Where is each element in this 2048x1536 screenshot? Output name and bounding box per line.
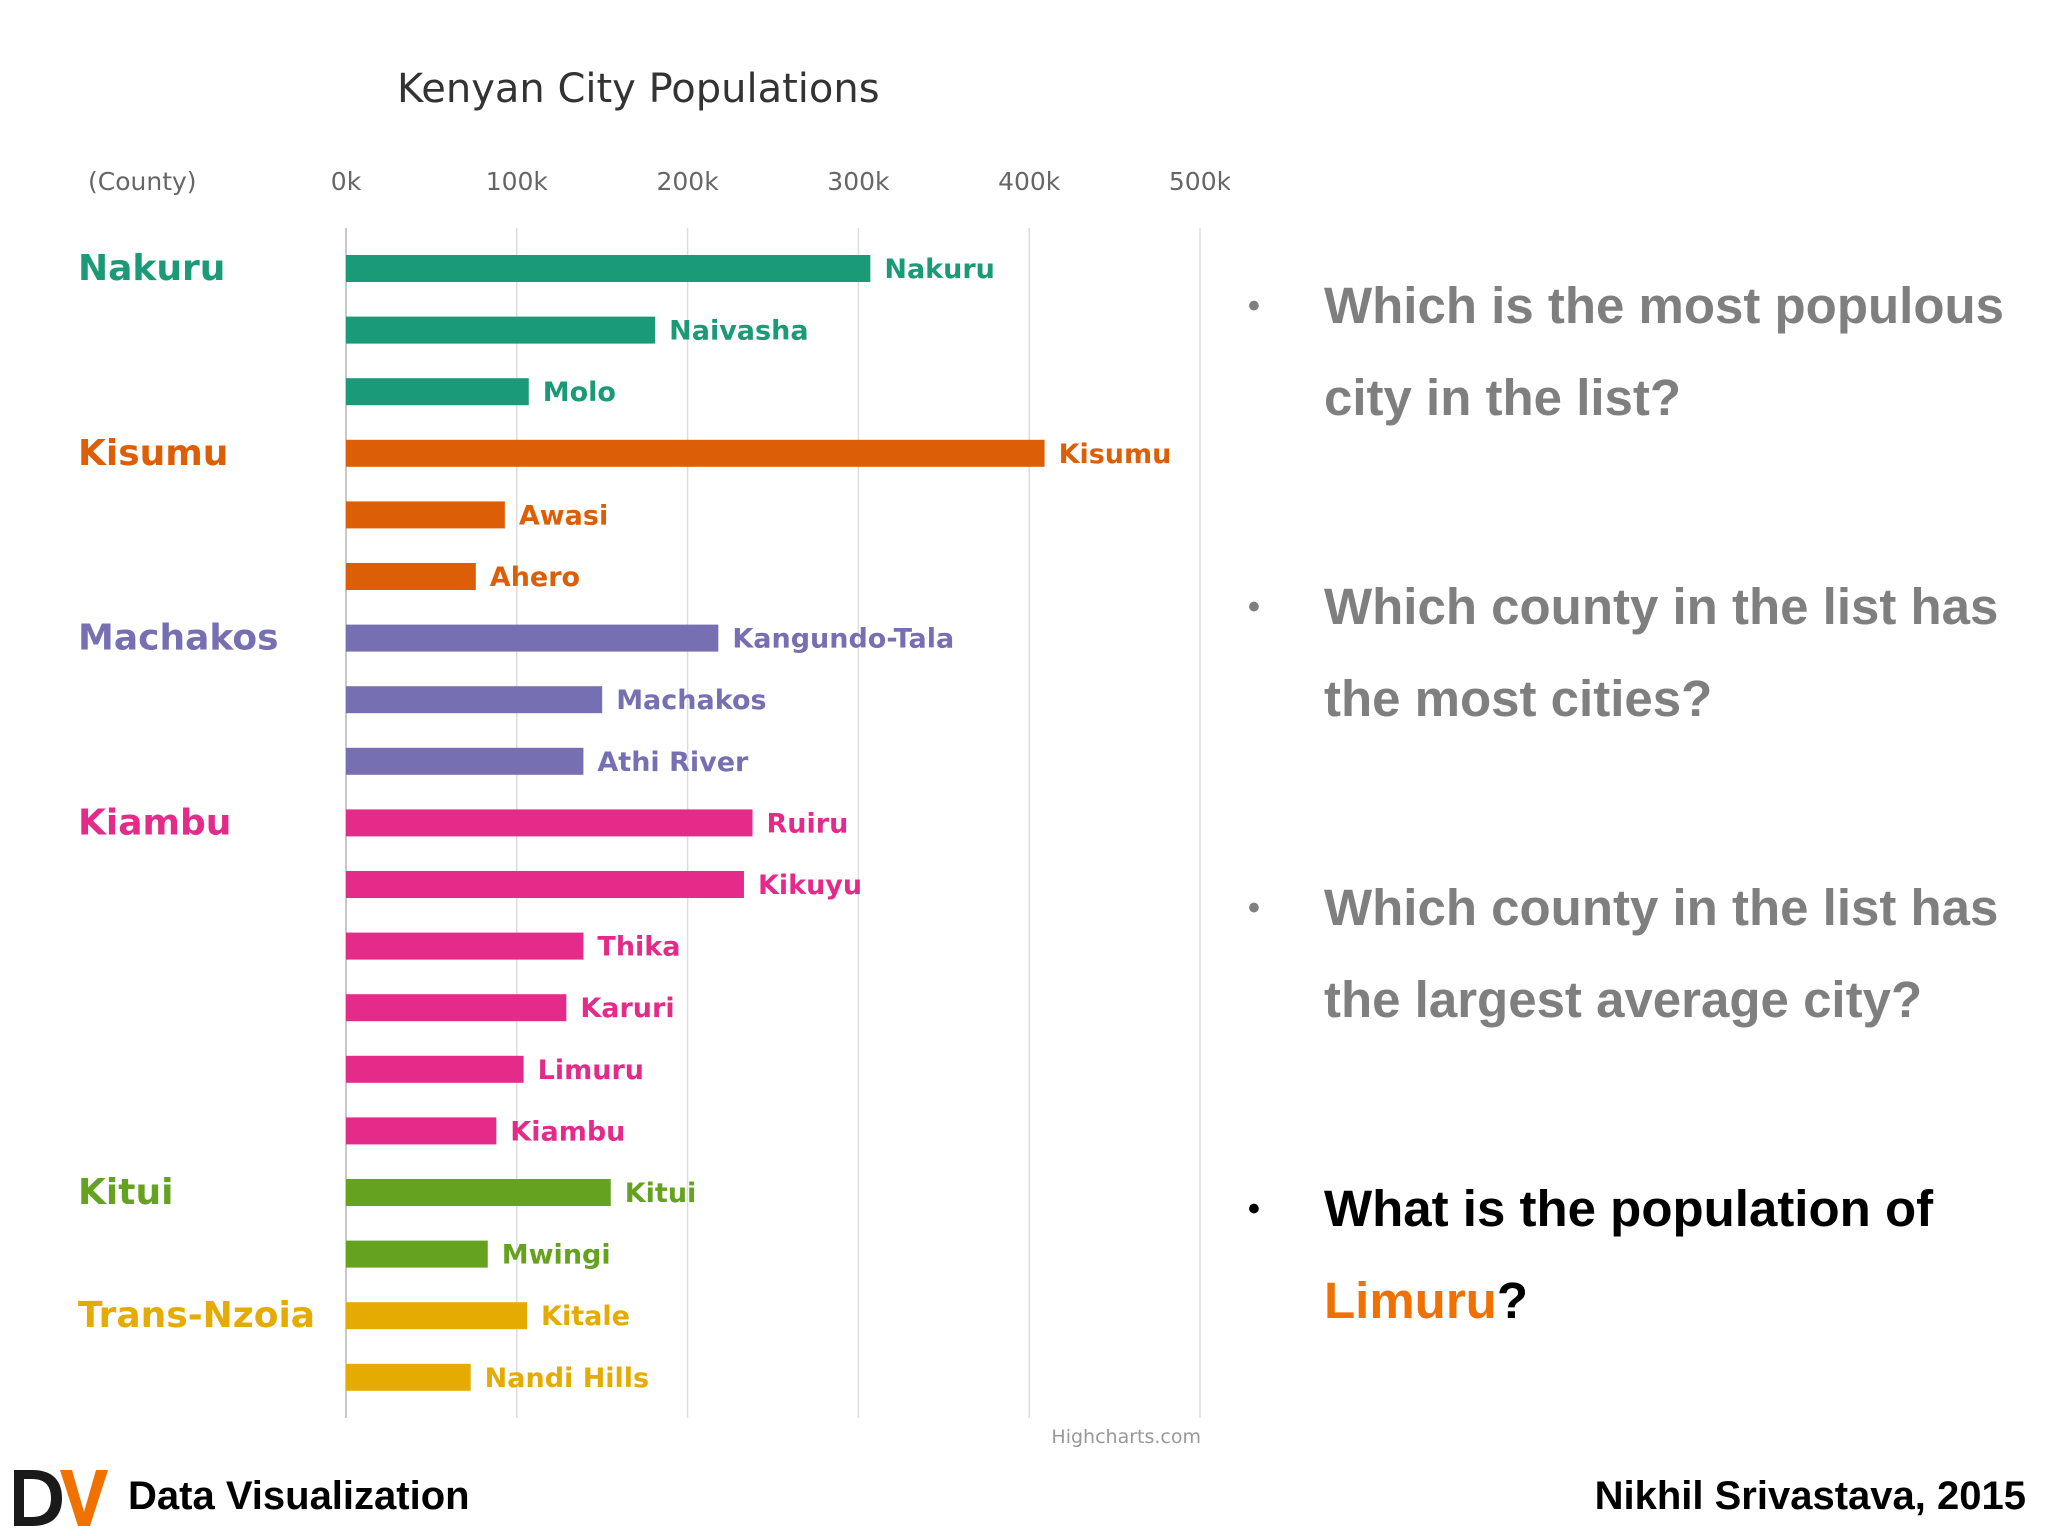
bullet-icon: • bbox=[1248, 889, 1260, 927]
county-label: Nakuru bbox=[78, 248, 225, 289]
x-tick-label: 300k bbox=[827, 167, 890, 196]
x-tick-label: 0k bbox=[331, 167, 362, 196]
bar bbox=[346, 809, 753, 837]
bar-data-label: Awasi bbox=[519, 500, 608, 531]
bar bbox=[346, 686, 603, 714]
x-tick-label: 500k bbox=[1169, 167, 1230, 196]
bar bbox=[346, 1302, 528, 1330]
question-text: Which is the most populous city in the l… bbox=[1324, 277, 2004, 426]
bar bbox=[346, 316, 656, 344]
bar bbox=[346, 871, 744, 898]
bar bbox=[346, 994, 567, 1022]
bar bbox=[346, 563, 476, 590]
county-label: Trans-Nzoia bbox=[78, 1295, 315, 1336]
bullet-icon: • bbox=[1248, 287, 1260, 325]
question-text: What is the population of Limuru? bbox=[1324, 1180, 1934, 1329]
bar-data-label: Kiambu bbox=[510, 1116, 625, 1147]
county-label: Kisumu bbox=[78, 433, 228, 474]
chart-credits[interactable]: Highcharts.com bbox=[1051, 1426, 1201, 1448]
x-tick-label: 200k bbox=[656, 167, 719, 196]
bar-data-label: Thika bbox=[597, 932, 680, 963]
bar-data-label: Karuri bbox=[580, 993, 674, 1024]
bar-data-label: Mwingi bbox=[502, 1240, 611, 1271]
bar bbox=[346, 1117, 497, 1145]
bar-data-label: Nandi Hills bbox=[485, 1363, 649, 1394]
bar-data-label: Kitale bbox=[541, 1301, 630, 1332]
county-label: Kitui bbox=[78, 1172, 173, 1213]
bar-data-label: Ruiru bbox=[767, 808, 849, 839]
bar-data-label: Kangundo-Tala bbox=[732, 624, 954, 655]
bar-data-label: Ahero bbox=[490, 562, 580, 593]
bar-data-label: Naivasha bbox=[669, 316, 808, 347]
bar-data-label: Machakos bbox=[616, 685, 766, 716]
county-labels: Nakuru Kisumu Machakos Kiambu Kitui Trans-Nzo… bbox=[78, 248, 315, 1336]
x-tick-label: 400k bbox=[998, 167, 1061, 196]
bar bbox=[346, 255, 871, 282]
bar bbox=[346, 439, 1045, 467]
bar bbox=[346, 1363, 471, 1391]
bar bbox=[346, 1055, 524, 1083]
bar bbox=[346, 378, 529, 406]
footer-author: Nikhil Srivastava, 2015 bbox=[1594, 1474, 2026, 1518]
x-tick-label: 100k bbox=[486, 167, 549, 196]
bar bbox=[346, 624, 719, 652]
highlighted-city: Limuru bbox=[1324, 1272, 1497, 1329]
bar-data-label: Nakuru bbox=[884, 254, 995, 285]
question-text: Which county in the list has the most ci… bbox=[1324, 578, 1999, 727]
bar bbox=[346, 932, 584, 960]
dv-logo-icon: DV bbox=[14, 1470, 108, 1526]
bar bbox=[346, 747, 584, 775]
bar-data-label: Athi River bbox=[597, 747, 749, 778]
bullet-icon: • bbox=[1248, 588, 1260, 626]
question-item: • Which county in the list has the most … bbox=[1240, 561, 2030, 745]
question-item: • Which is the most populous city in the… bbox=[1240, 260, 2030, 444]
bar-data-label: Limuru bbox=[538, 1055, 644, 1086]
footer-title: Data Visualization bbox=[128, 1474, 470, 1518]
county-axis-label: (County) bbox=[88, 167, 197, 196]
county-label: Kiambu bbox=[78, 802, 231, 843]
bar-data-label: Kitui bbox=[625, 1178, 697, 1209]
question-item: • Which county in the list has the large… bbox=[1240, 862, 2030, 1046]
bar-labels: Nakuru Naivasha Molo Kisumu Awasi Ahero Kangun… bbox=[485, 254, 1172, 1394]
question-text: Which county in the list has the largest… bbox=[1324, 879, 1999, 1028]
bar bbox=[346, 1179, 611, 1206]
bullet-icon: • bbox=[1248, 1190, 1260, 1228]
x-axis-ticks: 0k 100k 200k 300k 400k 500k bbox=[331, 167, 1230, 196]
bar bbox=[346, 1240, 488, 1268]
bar-data-label: Kisumu bbox=[1059, 439, 1172, 470]
bars bbox=[346, 255, 1045, 1391]
bar bbox=[346, 501, 505, 529]
county-label: Machakos bbox=[78, 618, 279, 659]
bar-data-label: Molo bbox=[543, 377, 616, 408]
question-item: • What is the population of Limuru? bbox=[1240, 1163, 2030, 1347]
bar-chart: Nakuru Naivasha Molo Kisumu Awasi Ahero Kangun… bbox=[78, 66, 1230, 1448]
chart-title: Kenyan City Populations bbox=[397, 66, 880, 112]
bar-data-label: Kikuyu bbox=[758, 870, 862, 901]
